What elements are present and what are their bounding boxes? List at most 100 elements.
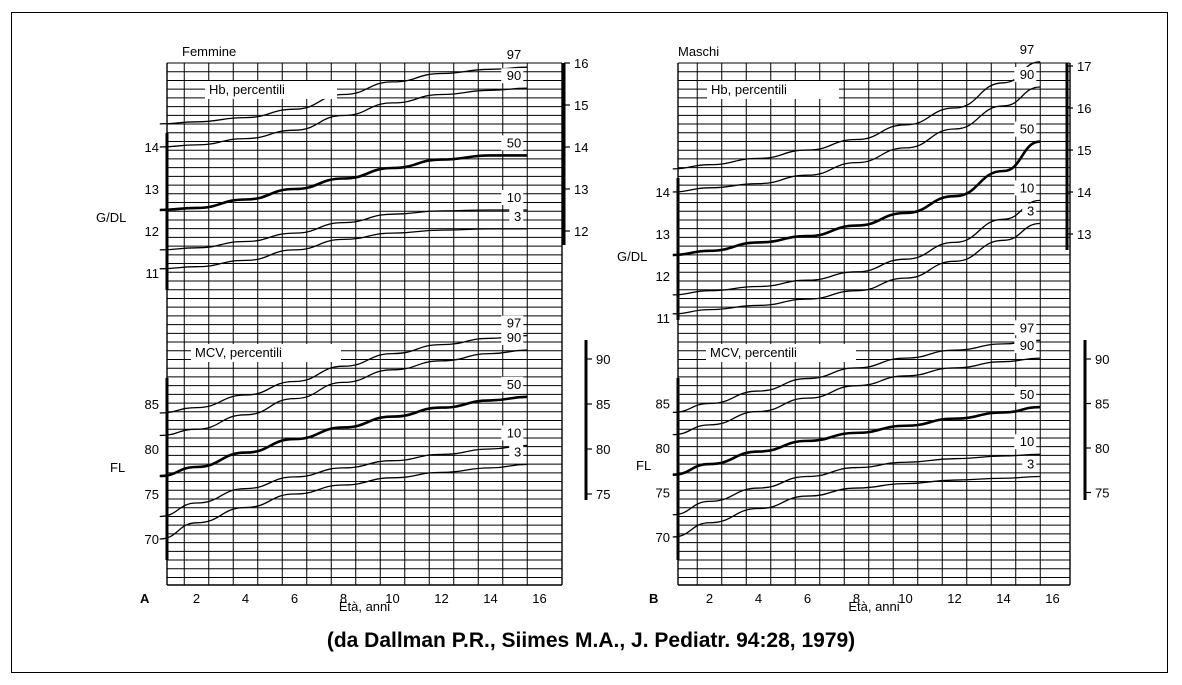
hb-curve-label-p90: 90 bbox=[507, 68, 521, 83]
mcv-title: MCV, percentili bbox=[195, 345, 282, 360]
hb-curve-label-p10: 10 bbox=[1020, 180, 1034, 195]
hb-left-tick-label: 13 bbox=[145, 182, 159, 197]
hb-right-tick-bg bbox=[572, 223, 598, 239]
citation: (da Dallman P.R., Siimes M.A., J. Pediat… bbox=[326, 629, 856, 652]
hb-curve-label-bg bbox=[1022, 203, 1037, 219]
hb-right-tick-bg bbox=[572, 139, 598, 155]
mcv-ylabel-bg bbox=[106, 459, 132, 477]
panel-title: Femmine bbox=[182, 44, 236, 59]
mcv-curve-label-bg bbox=[1014, 338, 1037, 354]
mcv-left-tick-bg bbox=[646, 529, 674, 545]
hb-curve-label-bg bbox=[1014, 180, 1037, 196]
mcv-y-axis-label: FL bbox=[636, 458, 651, 473]
mcv-y-axis-label: FL bbox=[110, 460, 125, 475]
panel-b: Maschi B 2 4 6 8 10 12 14 16 Età, anni 11 12 13 14 13 14… bbox=[613, 41, 1119, 614]
hb-right-tick-bg bbox=[1075, 184, 1101, 200]
mcv-curve-label-p90: 90 bbox=[1020, 338, 1034, 353]
panel-letter: B bbox=[649, 591, 658, 606]
hb-left-tick-bg bbox=[135, 265, 163, 281]
hb-title-bg bbox=[707, 81, 839, 99]
mcv-left-tick-label: 70 bbox=[656, 530, 670, 545]
x-tick-label: 14 bbox=[483, 591, 497, 606]
hb-curve-label-bg bbox=[1014, 41, 1037, 57]
hb-curve-p10 bbox=[159, 209, 528, 251]
mcv-right-tick-bg bbox=[1093, 440, 1119, 456]
hb-right-tick-bg bbox=[572, 55, 598, 71]
hb-curve-p10 bbox=[672, 199, 1041, 296]
hb-left-tick-bg bbox=[646, 226, 674, 242]
mcv-right-tick-label: 90 bbox=[596, 352, 610, 367]
x-tick-label: 10 bbox=[385, 591, 399, 606]
hb-left-tick-bg bbox=[646, 184, 674, 200]
mcv-curve-label-bg bbox=[501, 376, 524, 392]
hb-y-axis-label: G/DL bbox=[617, 249, 647, 264]
mcv-title-bg bbox=[191, 344, 341, 362]
hb-curve-p3 bbox=[159, 228, 528, 270]
hb-right-tick-bg bbox=[1075, 58, 1101, 74]
mcv-curve-p50 bbox=[159, 395, 528, 478]
mcv-curve-label-bg bbox=[501, 425, 524, 441]
hb-curve-label-p3: 3 bbox=[514, 209, 521, 224]
panel-a: Femmine A 2 4 6 8 10 12 14 16 Età, anni 11 12 13 14 12 1… bbox=[92, 44, 620, 614]
hb-right-tick-bg bbox=[1075, 142, 1101, 158]
mcv-right-tick-bg bbox=[594, 351, 620, 367]
mcv-left-tick-bg bbox=[646, 395, 674, 412]
hb-curve-label-bg bbox=[501, 68, 524, 84]
x-tick-label: 8 bbox=[340, 591, 347, 606]
mcv-left-tick-label: 75 bbox=[656, 486, 670, 501]
mcv-curve-p90 bbox=[672, 357, 1041, 436]
mcv-curve-label-p10: 10 bbox=[1020, 434, 1034, 449]
hb-curve-label-bg bbox=[501, 135, 524, 151]
hb-left-tick-bg bbox=[646, 268, 674, 284]
mcv-left-tick-bg bbox=[135, 441, 163, 457]
x-axis-label: Età, anni bbox=[339, 599, 390, 614]
mcv-left-tick-bg bbox=[646, 440, 674, 456]
hb-curve-label-bg bbox=[1014, 121, 1037, 137]
hb-right-tick-bg bbox=[1075, 100, 1101, 116]
hb-right-tick-label: 14 bbox=[574, 140, 588, 155]
x-tick-label: 6 bbox=[291, 591, 298, 606]
hb-left-tick-label: 11 bbox=[146, 266, 160, 281]
hb-left-tick-label: 13 bbox=[656, 227, 670, 242]
hb-left-tick-label: 14 bbox=[145, 140, 159, 155]
hb-right-tick-label: 14 bbox=[1077, 185, 1091, 200]
hb-title: Hb, percentili bbox=[209, 82, 285, 97]
x-tick-label: 14 bbox=[996, 591, 1010, 606]
hb-right-tick-label: 15 bbox=[1077, 143, 1091, 158]
x-tick-label: 12 bbox=[434, 591, 448, 606]
mcv-curve-label-p3: 3 bbox=[1027, 456, 1034, 471]
hb-right-tick-label: 13 bbox=[1077, 227, 1091, 242]
hb-right-tick-label: 16 bbox=[1077, 101, 1091, 116]
x-tick-label: 4 bbox=[242, 591, 249, 606]
x-tick-label: 10 bbox=[898, 591, 912, 606]
mcv-curve-p3 bbox=[672, 475, 1041, 538]
hb-curve-label-p3: 3 bbox=[1027, 204, 1034, 219]
hb-left-tick-label: 12 bbox=[145, 224, 159, 239]
mcv-curve-p10 bbox=[672, 453, 1041, 516]
mcv-curve-p10 bbox=[159, 444, 528, 518]
x-tick-label: 4 bbox=[755, 591, 762, 606]
hb-curve-label-p97: 97 bbox=[507, 47, 521, 62]
hb-left-tick-bg bbox=[646, 310, 674, 326]
x-tick-label: 2 bbox=[706, 591, 713, 606]
mcv-title-bg bbox=[706, 344, 856, 362]
mcv-curve-label-bg bbox=[1022, 456, 1037, 472]
mcv-left-tick-label: 75 bbox=[145, 487, 159, 502]
hb-curve-label-p10: 10 bbox=[507, 190, 521, 205]
mcv-curve-label-bg bbox=[1014, 434, 1037, 450]
hb-curve-label-bg bbox=[1014, 67, 1037, 82]
mcv-curve-p97 bbox=[159, 334, 528, 414]
hb-curve-p3 bbox=[672, 222, 1041, 315]
mcv-left-tick-bg bbox=[135, 486, 163, 502]
mcv-right-tick-bg bbox=[594, 396, 620, 412]
mcv-curve-label-p50: 50 bbox=[1020, 387, 1034, 402]
hb-curve-p50 bbox=[672, 140, 1041, 257]
x-tick-label: 16 bbox=[1045, 591, 1059, 606]
mcv-curve-p50 bbox=[672, 405, 1041, 476]
hb-curve-label-p97: 97 bbox=[1020, 42, 1034, 57]
hb-right-tick-label: 12 bbox=[574, 224, 588, 239]
mcv-right-tick-bg bbox=[1093, 484, 1119, 501]
hb-left-tick-bg bbox=[135, 223, 163, 239]
hb-curve-p97 bbox=[672, 61, 1041, 170]
mcv-left-tick-label: 70 bbox=[145, 532, 159, 547]
